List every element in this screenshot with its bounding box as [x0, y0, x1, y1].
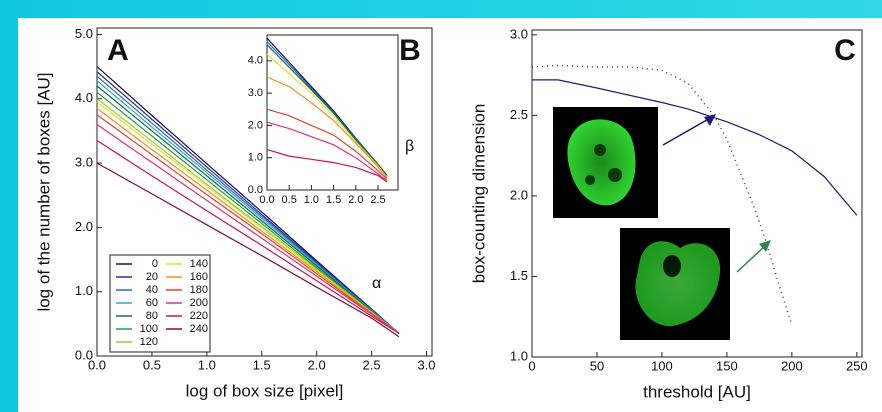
legend-label: 120 — [140, 336, 158, 348]
y-tick-label: 1.0 — [510, 348, 528, 363]
x-tick-label: 2.0 — [348, 194, 363, 206]
series-line — [266, 76, 388, 178]
x-tick-label: 1.5 — [326, 194, 341, 206]
y-tick-label: 4.0 — [248, 55, 263, 67]
x-tick-label: 1.5 — [253, 357, 271, 372]
y-tick-label: 1.0 — [75, 283, 93, 298]
y-tick-label: 1.5 — [510, 268, 528, 283]
x-tick-label: 0.0 — [88, 357, 106, 372]
series-line — [266, 108, 388, 180]
x-tick-label: 1.0 — [198, 357, 216, 372]
x-tick-label: 50 — [590, 358, 604, 373]
y-tick-label: 0.0 — [75, 347, 93, 362]
image-alpha — [553, 107, 658, 218]
legend-label: 100 — [140, 323, 158, 335]
y-tick-label: 3.0 — [510, 26, 528, 41]
arrow-head — [704, 114, 716, 126]
x-tick-label: 2.0 — [308, 357, 326, 372]
legend-label: 40 — [146, 284, 158, 296]
y-axis-label: log of the number of boxes [AU] — [34, 72, 53, 311]
panel-letter: A — [107, 34, 129, 67]
arrow — [662, 116, 713, 146]
x-tick-label: 3.0 — [417, 357, 435, 372]
legend-label: 160 — [190, 271, 208, 283]
panel-letter: C — [834, 34, 856, 67]
x-tick-label: 2.5 — [363, 357, 381, 372]
annotation: α — [372, 275, 381, 292]
series-line — [96, 139, 400, 335]
arrow — [736, 243, 768, 273]
y-axis-label: box-counting dimension — [469, 104, 488, 284]
y-tick-label: 2.0 — [510, 187, 528, 202]
series-line — [266, 149, 388, 183]
y-tick-label: 1.0 — [248, 152, 263, 164]
x-tick-label: 100 — [651, 358, 673, 373]
legend-label: 180 — [190, 284, 208, 296]
y-tick-label: 0.0 — [248, 184, 263, 196]
legend-label: 200 — [190, 297, 208, 309]
legend-label: 80 — [146, 310, 158, 322]
series-line — [96, 124, 400, 334]
x-tick-label: 250 — [846, 358, 868, 373]
x-tick-label: 2.5 — [370, 194, 385, 206]
annotation: β — [405, 138, 414, 155]
y-tick-label: 2.0 — [75, 219, 93, 234]
arrow-head — [759, 240, 771, 252]
y-tick-label: 2.5 — [510, 107, 528, 122]
series-line — [266, 53, 388, 178]
series-line — [532, 79, 858, 216]
series-line — [96, 162, 400, 338]
legend-label: 240 — [190, 323, 208, 335]
x-tick-label: 0.5 — [282, 194, 297, 206]
x-axis-label: log of box size [pixel] — [186, 381, 344, 400]
image-beta — [620, 228, 730, 340]
legend-label: 60 — [146, 297, 158, 309]
x-axis-label: threshold [AU] — [643, 382, 751, 401]
x-tick-label: 200 — [781, 358, 803, 373]
y-tick-label: 5.0 — [75, 26, 93, 41]
panel-letter: B — [399, 34, 421, 67]
legend-label: 220 — [190, 310, 208, 322]
legend-label: 140 — [190, 258, 208, 270]
y-tick-label: 4.0 — [75, 90, 93, 105]
x-tick-label: 150 — [716, 358, 738, 373]
series-line — [266, 121, 388, 181]
y-tick-label: 3.0 — [248, 87, 263, 99]
x-tick-label: 1.0 — [304, 194, 319, 206]
legend-label: 0 — [152, 258, 158, 270]
y-tick-label: 2.0 — [248, 119, 263, 131]
x-tick-label: 0.5 — [143, 357, 161, 372]
series-line — [531, 64, 793, 326]
y-tick-label: 3.0 — [75, 154, 93, 169]
legend-label: 20 — [146, 271, 158, 283]
series-line — [266, 44, 388, 176]
x-tick-label: 0 — [528, 358, 535, 373]
x-tick-label: 0.0 — [259, 194, 274, 206]
